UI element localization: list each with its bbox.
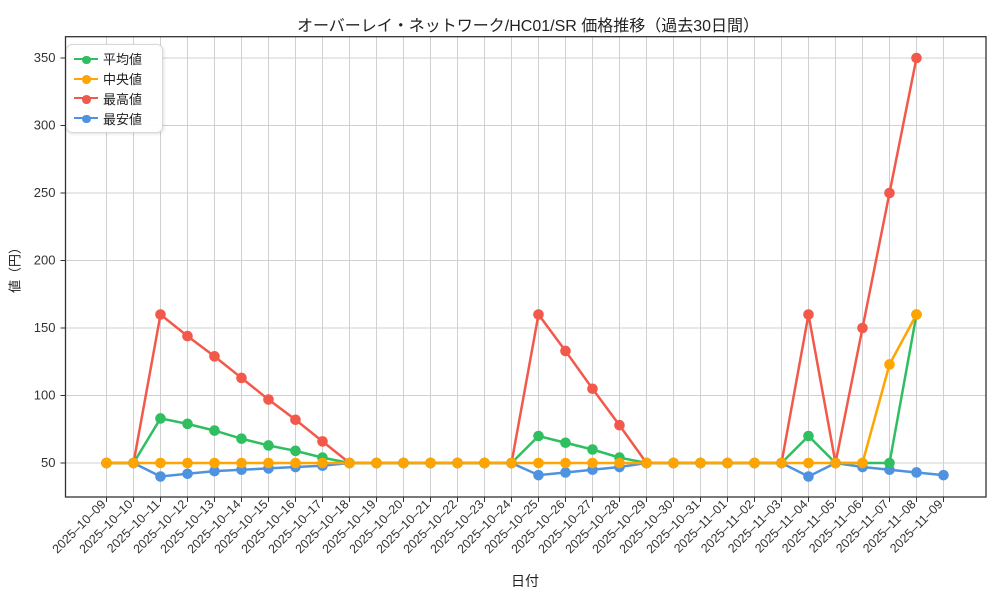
svg-text:200: 200 xyxy=(34,253,56,268)
svg-text:50: 50 xyxy=(41,455,55,470)
svg-text:350: 350 xyxy=(34,50,56,65)
svg-text:300: 300 xyxy=(34,118,56,133)
svg-text:150: 150 xyxy=(34,320,56,335)
svg-text:250: 250 xyxy=(34,185,56,200)
svg-text:100: 100 xyxy=(34,388,56,403)
